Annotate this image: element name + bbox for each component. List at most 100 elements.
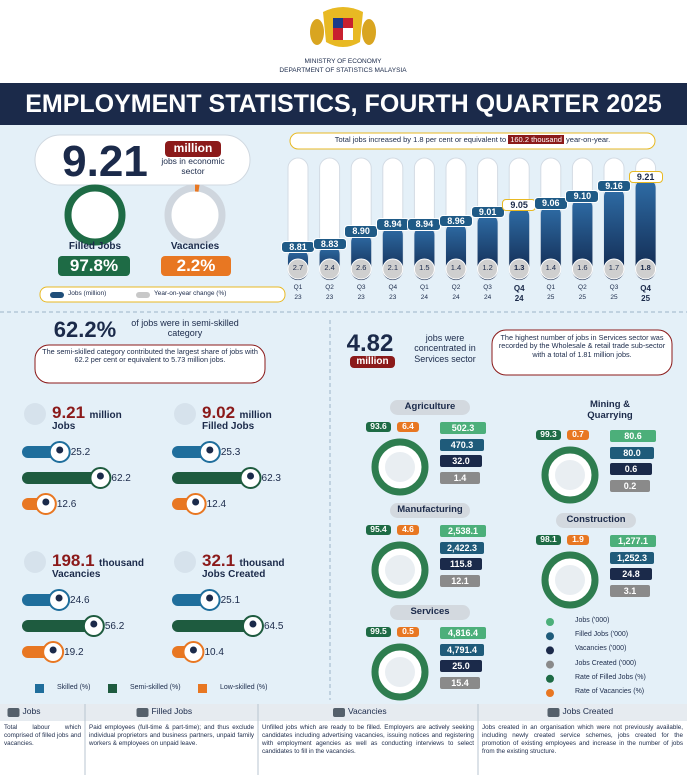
jobs-text: jobs in economic sector: [161, 156, 225, 176]
skill-note: The semi-skilled category contributed th…: [42, 347, 258, 365]
sector-name: Construction: [556, 513, 636, 528]
year-label: 25: [578, 294, 586, 301]
skill-legend: Semi-skilled (%): [130, 684, 181, 691]
quarter-label: Q3: [483, 284, 492, 291]
legend-swatch: [35, 684, 44, 693]
quarter-label: Q2: [578, 284, 587, 291]
skill-value: 10.4: [204, 647, 224, 658]
yoy-marker: [603, 258, 625, 280]
skill-icon: [90, 620, 98, 628]
skill-icon: [55, 594, 63, 602]
quarter-label: Q3: [609, 284, 619, 291]
skill-bar: [172, 472, 251, 484]
annotation-highlight: 160.2 thousand: [508, 135, 564, 144]
sector-legend: Vacancies ('000): [575, 645, 627, 653]
quarter-label: Q2: [325, 284, 334, 291]
yoy-label: 2.7: [292, 263, 304, 272]
sector-text: jobs were concentrated in Services secto…: [414, 333, 476, 364]
legend-dot: [546, 646, 554, 655]
legend-dot: [546, 632, 554, 641]
sector-value: 2,422.3: [440, 541, 484, 554]
sector-legend: Jobs ('000): [575, 617, 610, 624]
sector-inner: [555, 460, 585, 490]
sector-name: Mining & Quarrying: [587, 399, 633, 421]
panel-value: 32.1: [202, 551, 236, 570]
sector-name: Manufacturing: [390, 503, 470, 518]
sector-value: 502.3: [440, 422, 486, 435]
quarter-label: Q1: [546, 284, 556, 291]
definition-body: [0, 721, 687, 775]
annotation: Total jobs increased by 1.8 per cent or …: [290, 135, 655, 145]
year-label: 24: [483, 294, 492, 301]
yoy-label: 1.3: [513, 263, 525, 272]
definition-title: Vacancies: [348, 706, 387, 716]
sector-legend: Rate of Filled Jobs (%): [575, 673, 646, 681]
skill-bar: [22, 620, 94, 632]
quarter-label: Q1: [293, 284, 303, 291]
skill-bar: [172, 620, 253, 632]
legend-dot: [546, 674, 554, 683]
bar-value-label: 8.94: [375, 218, 410, 231]
panel-unit: million: [239, 410, 272, 421]
sector-value: 32.0: [440, 455, 482, 468]
skill-value: 62.2: [111, 473, 131, 484]
yoy-label: 1.6: [577, 263, 588, 272]
filled-rate: 98.1: [536, 534, 561, 545]
skill-share: 62.2%: [53, 317, 117, 342]
skill-icon: [247, 472, 255, 480]
legend-swatch: [136, 292, 150, 298]
ministry: MINISTRY OF ECONOMY: [304, 58, 382, 65]
panel-icon: [24, 551, 46, 573]
skill-icon: [56, 446, 64, 454]
definition-icon: [547, 708, 560, 717]
vacancy-rate: 6.4: [397, 421, 419, 432]
skill-icon: [49, 646, 57, 654]
year-label: 25: [641, 294, 651, 303]
sector-value: 15.4: [440, 676, 480, 689]
skill-icon: [206, 594, 214, 602]
yoy-label: 1.7: [608, 263, 620, 272]
sector-value: 1,277.1: [610, 535, 656, 548]
definition-icon: [7, 708, 20, 717]
definition-title: Jobs Created: [562, 706, 614, 716]
panel-head: 9.21 million: [52, 403, 172, 423]
yoy-marker: [477, 258, 499, 280]
sector-value: 1.4: [440, 471, 480, 484]
bar-value-label: 9.05: [502, 199, 537, 212]
skill-value: 12.4: [206, 499, 227, 510]
bar-value-label: 8.90: [344, 225, 379, 238]
definition-text: Total labour which comprised of filled j…: [4, 724, 81, 747]
yoy-marker: [350, 258, 372, 280]
panel-unit: thousand: [99, 558, 144, 569]
vacancy-rate: 4.6: [397, 524, 419, 535]
quarter-label: Q4: [640, 284, 651, 293]
panel-head: 9.02 million: [202, 403, 322, 423]
vacancy-rate: 2.2%: [161, 256, 231, 276]
sector-inner: [385, 452, 415, 482]
definition-icon: [136, 708, 149, 717]
bar-value-label: 9.21: [628, 171, 663, 184]
filled-rate: 93.6: [366, 421, 391, 432]
vacancy-rate: 0.7: [567, 429, 589, 440]
skill-value: 56.2: [104, 621, 125, 632]
bar-value-label: 8.96: [439, 214, 473, 228]
skill-share-text: of jobs were in semi-skilled category: [131, 318, 239, 339]
sector-value: 12.1: [440, 574, 480, 587]
quarter-label: Q1: [420, 284, 429, 291]
yoy-label: 1.4: [545, 263, 557, 272]
sector-value: 4,791.4: [440, 643, 484, 656]
skill-icon: [206, 446, 214, 454]
title: EMPLOYMENT STATISTICS, FOURTH QUARTER 20…: [25, 90, 662, 118]
sector-legend: Rate of Vacancies (%): [575, 688, 645, 695]
definition-icon: [333, 708, 345, 717]
panel-icon: [174, 403, 196, 425]
panel-value: 9.02: [202, 403, 236, 422]
panel-value: 198.1: [52, 551, 95, 570]
yoy-label: 2.6: [355, 263, 367, 272]
quarter-label: Q4: [388, 284, 398, 291]
bar: [572, 197, 593, 280]
annotation-text: year-on-year.: [566, 135, 611, 144]
department: DEPARTMENT OF STATISTICS MALAYSIA: [279, 67, 407, 74]
bar-value-label: 8.94: [407, 218, 442, 231]
